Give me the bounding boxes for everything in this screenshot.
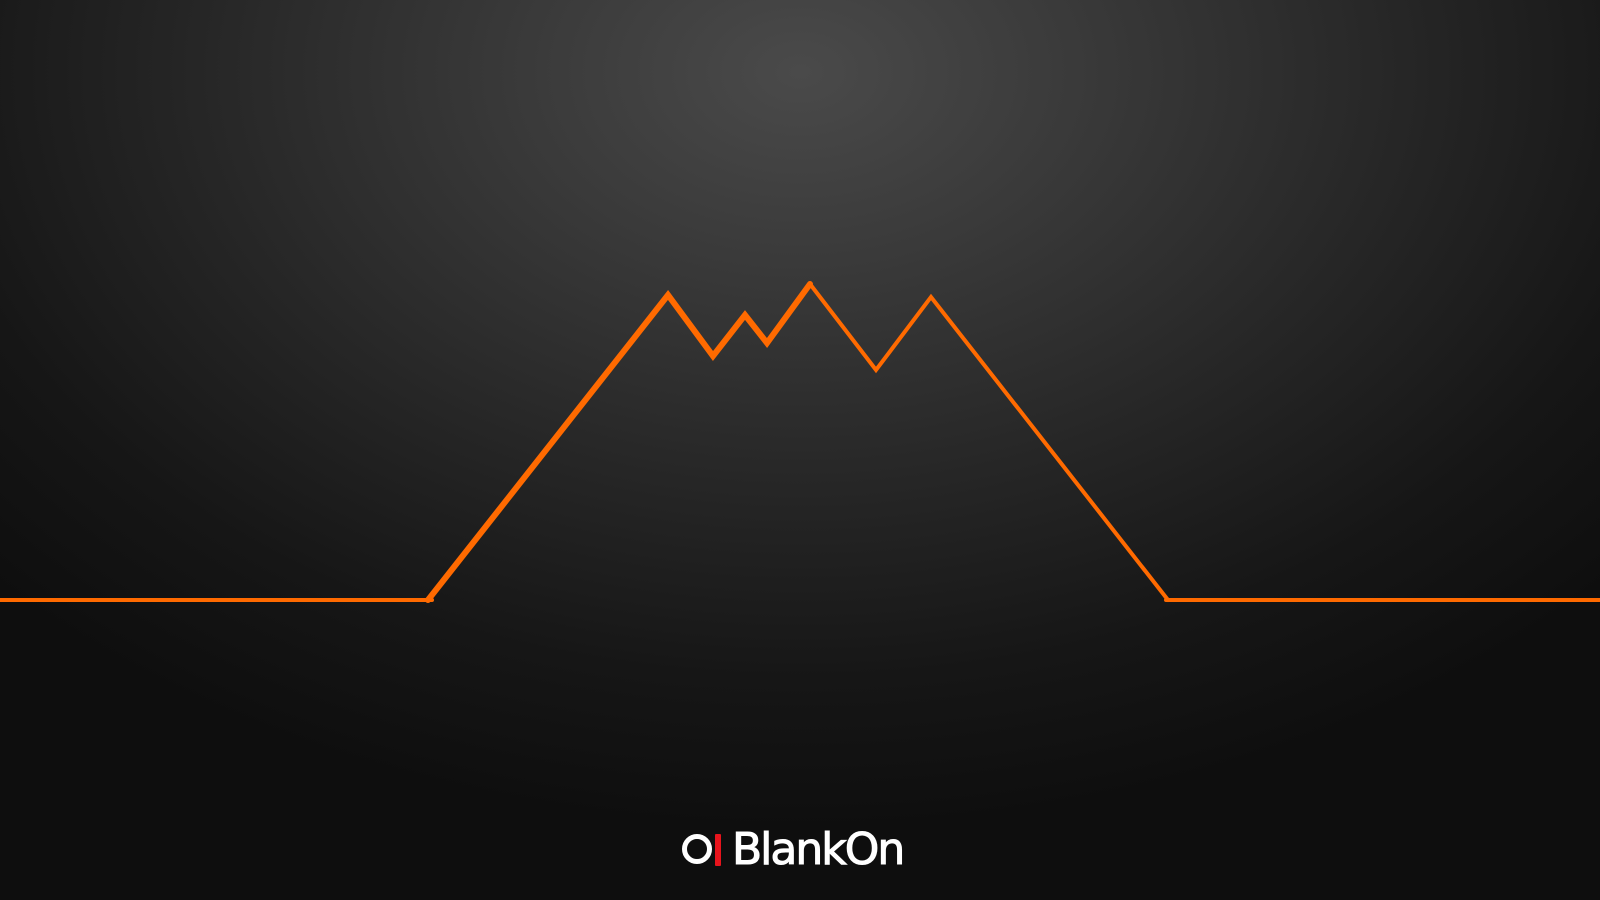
logo-ring-shape (682, 834, 712, 864)
logo-bar-shape (715, 834, 721, 866)
blankon-logo-icon (682, 830, 722, 870)
mountain-left-slope (425, 281, 813, 603)
blankon-logo: BlankOn (682, 824, 906, 875)
mountain-right-slope (808, 282, 1170, 602)
brand-name: BlankOn (731, 824, 905, 875)
